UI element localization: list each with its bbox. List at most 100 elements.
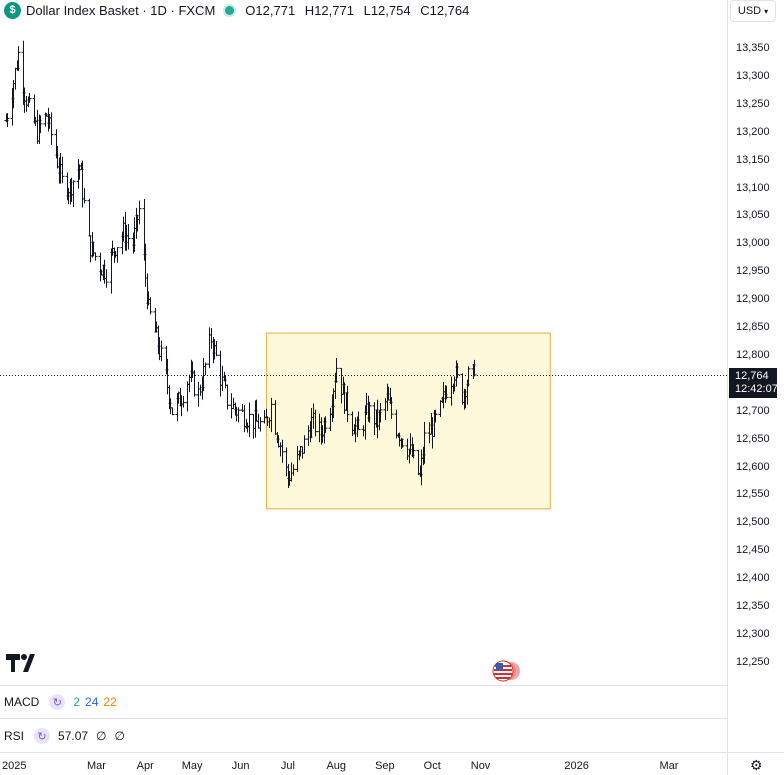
rsi-empty-1: ∅ [96, 729, 107, 743]
time-axis-label: Oct [423, 760, 441, 772]
ohlc-open-value: 12,771 [255, 2, 296, 18]
macd-name: MACD [4, 695, 40, 709]
ohlc-close-key: C [420, 2, 430, 18]
currency-selector[interactable]: USD ▾ [730, 0, 776, 22]
current-price-value: 12,764 [735, 370, 769, 382]
macd-settings-icon[interactable]: ↻ [49, 694, 66, 710]
ohlc-bar [225, 384, 230, 410]
rsi-settings-icon[interactable]: ↻ [34, 728, 51, 744]
ohlc-bar [422, 421, 427, 464]
ohlc-close-value: 12,764 [429, 2, 470, 18]
price-axis-label: 13,250 [736, 97, 770, 110]
ohlc-bar [93, 252, 98, 261]
ohlc-open-key: O [245, 2, 256, 18]
ohlc-bar [218, 350, 223, 397]
price-axis-label: 12,850 [736, 321, 770, 333]
time-axis-label: Aug [326, 760, 347, 772]
time-axis-label: Sep [375, 760, 395, 772]
macd-param-3: 22 [103, 695, 117, 709]
chevron-down-icon: ▾ [764, 6, 769, 16]
ohlc-low-value: 12,754 [370, 2, 411, 18]
ohlc-bar [313, 409, 318, 437]
time-axis-label: Nov [470, 760, 491, 772]
ohlc-bar [455, 362, 460, 379]
time-axis-label: Jul [280, 760, 295, 772]
ohlc-bar [269, 397, 274, 433]
ohlc-bar [389, 397, 394, 419]
ohlc-bar [104, 269, 109, 288]
ohlc-bar [5, 113, 10, 127]
bar-countdown: 12:42:07 [735, 383, 778, 395]
ohlc-bar [27, 93, 32, 103]
ohlc-bar [35, 109, 40, 145]
ohlc-bar [16, 46, 21, 71]
ohlc-bar [236, 407, 241, 423]
price-axis-label: 12,500 [736, 516, 770, 529]
price-axis-label: 12,450 [736, 544, 770, 557]
ohlc-bar [302, 435, 307, 454]
ohlc-bar [82, 188, 87, 204]
time-axis-label: Jun [231, 760, 250, 772]
rsi-legend[interactable]: RSI ↻ 57.07 ∅ ∅ [0, 726, 125, 746]
ohlc-bar [115, 247, 120, 263]
ohlc-bar [262, 410, 267, 424]
tradingview-logo-icon[interactable] [6, 654, 42, 678]
ohlc-low-key: L [363, 2, 371, 18]
price-axis-label: 12,800 [736, 348, 770, 361]
ohlc-values: O12,771 H12,771 L12,754 C12,764 [245, 3, 475, 18]
price-axis-label: 12,600 [736, 460, 770, 473]
rsi-value: 57.07 [58, 729, 89, 743]
macd-param-2: 24 [85, 695, 99, 709]
ohlc-bar [137, 200, 142, 225]
gear-icon[interactable]: ⚙ [750, 757, 763, 773]
us-flag-events-icon[interactable] [492, 660, 522, 682]
time-axis-label: 2025 [2, 760, 27, 772]
ohlc-bars [4, 40, 477, 489]
ohlc-bar [411, 444, 416, 459]
ohlc-bar [231, 397, 236, 410]
symbol-badge-icon[interactable]: $ [4, 1, 21, 19]
ohlc-high-key: H [304, 2, 315, 18]
price-axis-label: 13,000 [736, 237, 770, 250]
ohlc-bar [185, 381, 190, 412]
ohlc-bar [148, 297, 153, 315]
rsi-name: RSI [4, 729, 25, 743]
ohlc-bar [87, 198, 92, 237]
ohlc-bar [38, 115, 43, 134]
macd-param-1: 2 [73, 695, 81, 709]
ohlc-bar [334, 358, 339, 383]
price-axis-label: 12,550 [736, 488, 770, 501]
price-axis-label: 12,300 [736, 627, 770, 640]
ohlc-bar [196, 381, 201, 407]
ohlc-bar [247, 402, 252, 438]
ohlc-bar [433, 409, 438, 423]
macd-legend[interactable]: MACD ↻ 2 24 22 [0, 692, 117, 712]
ohlc-bar [88, 235, 93, 263]
range-rectangle[interactable] [265, 332, 551, 510]
ohlc-bar [192, 370, 197, 397]
ohlc-bar [323, 416, 328, 433]
price-axis-label: 12,900 [736, 293, 770, 306]
ohlc-high-value: 12,771 [314, 2, 354, 18]
price-axis-label: 12,250 [736, 655, 770, 668]
ohlc-bar [24, 95, 29, 112]
ohlc-bar [367, 401, 372, 423]
ohlc-bar [214, 341, 219, 357]
ohlc-bar [170, 407, 175, 416]
price-axis-label: 12,950 [736, 265, 770, 278]
time-axis-label: Apr [136, 760, 154, 772]
ohlc-bar [256, 413, 261, 429]
ohlc-bar [98, 252, 103, 282]
ohlc-bar [71, 180, 76, 207]
symbol-title[interactable]: Dollar Index Basket · 1D · FXCM [26, 2, 216, 18]
rsi-empty-2: ∅ [114, 729, 125, 743]
price-axis-label: 12,400 [736, 572, 770, 585]
chart-header: $ Dollar Index Basket · 1D · FXCM O12,77… [0, 0, 475, 20]
ohlc-bar [378, 403, 383, 423]
ohlc-bar [220, 365, 225, 391]
ohlc-bar [181, 396, 186, 408]
market-open-icon [225, 5, 235, 15]
ohlc-bar [242, 404, 247, 433]
current-price-tag: 12,764 12:42:07 [729, 368, 778, 398]
